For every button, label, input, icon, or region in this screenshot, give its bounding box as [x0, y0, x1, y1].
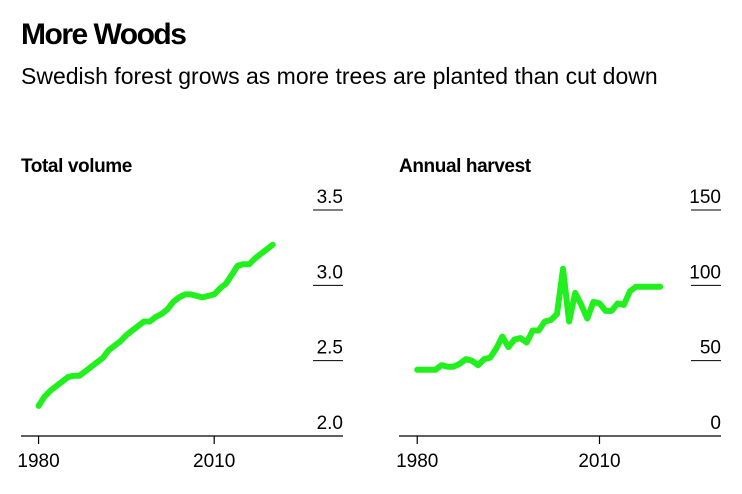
chart-subtitle: Swedish forest grows as more trees are p… [21, 63, 658, 89]
annual-harvest-x-tick-label: 2010 [578, 451, 620, 472]
annual-harvest-panel-title: Annual harvest [399, 156, 532, 177]
annual-harvest-series-line [414, 265, 664, 373]
annual-harvest-y-tick-label: 100 [689, 262, 721, 283]
annual-harvest-y-tick-label: 50 [700, 338, 721, 359]
total-volume-y-tick-label: 3.5 [317, 187, 343, 208]
chart-title: More Woods [21, 18, 187, 51]
annual-harvest-x-tick-label: 1980 [396, 451, 438, 472]
annual-harvest-panel: Annual harvest 0 50 100 150 1980 2010 [396, 156, 721, 472]
annual-harvest-y-tick-label: 150 [689, 187, 721, 208]
total-volume-y-tick-label: 2.5 [317, 338, 343, 359]
total-volume-panel: Total volume 2.0 2.5 3.0 3.5 1980 2010 [17, 156, 343, 472]
total-volume-y-tick-label: 2.0 [317, 413, 343, 434]
total-volume-y-tick-label: 3.0 [317, 262, 343, 283]
total-volume-series-line [35, 241, 276, 409]
total-volume-panel-title: Total volume [21, 156, 132, 177]
total-volume-x-tick-label: 2010 [193, 451, 235, 472]
total-volume-x-tick-label: 1980 [17, 451, 59, 472]
annual-harvest-y-tick-label: 0 [710, 413, 721, 434]
